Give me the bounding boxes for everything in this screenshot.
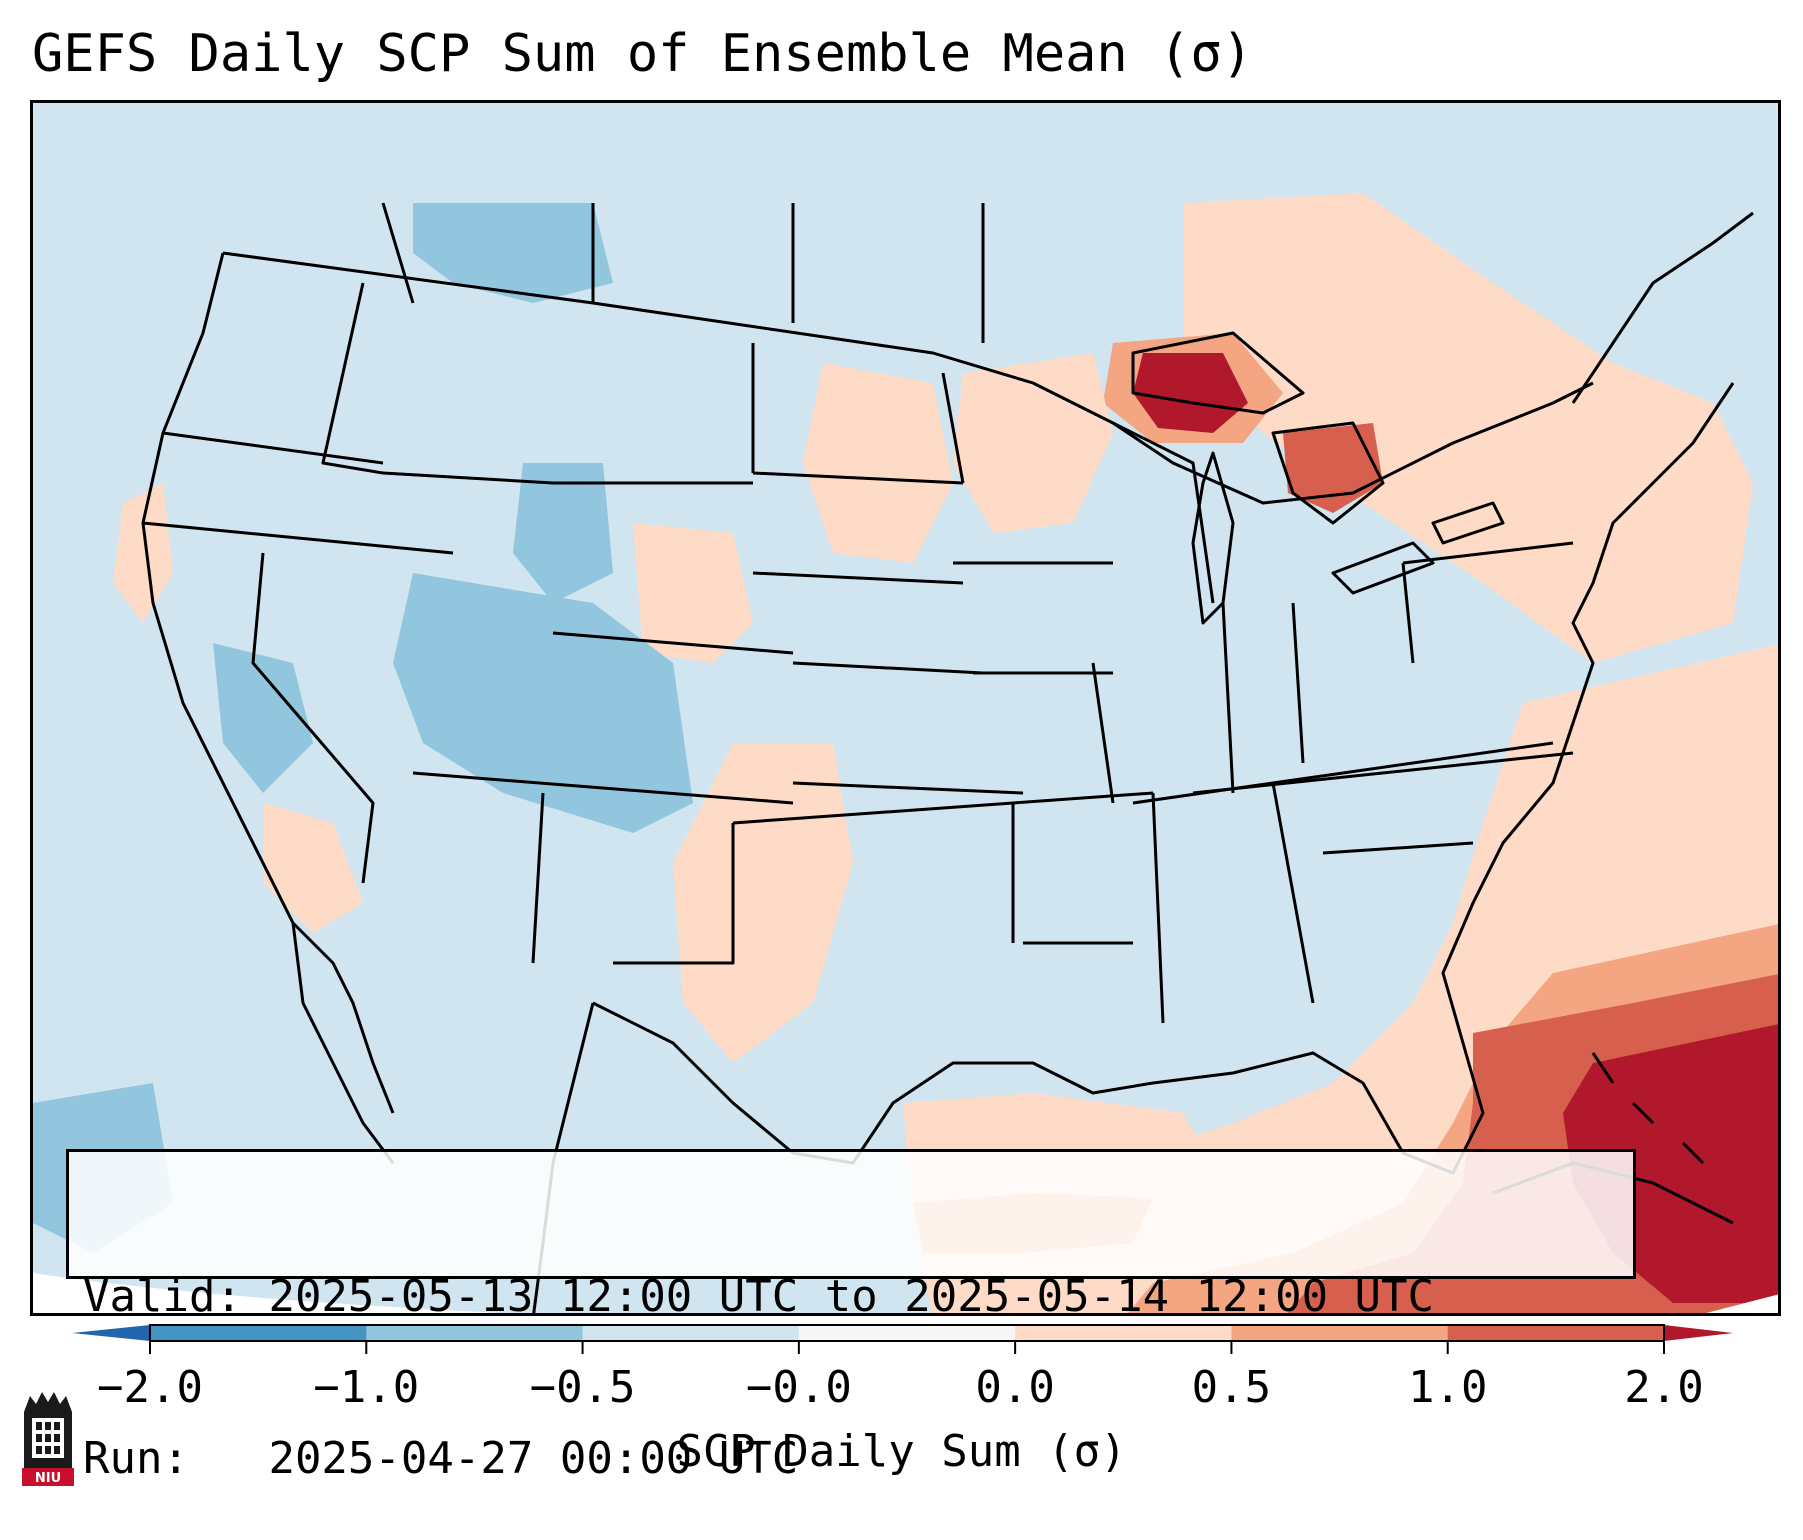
colorbar-tick-label: −0.5 [529, 1362, 636, 1413]
colorbar-tick-label: 0.0 [975, 1362, 1055, 1413]
border-or-ca [142, 521, 454, 555]
colorbar-tick-label: −0.0 [745, 1362, 852, 1413]
border-nd-mn [941, 372, 965, 484]
border-ms-al [1151, 792, 1165, 1024]
anomaly-high-plains [633, 523, 753, 663]
colorbar-segment [1447, 1325, 1665, 1341]
border-bc-ab [381, 202, 415, 304]
colorbar-tick-label: 0.5 [1191, 1362, 1272, 1413]
colorbar-segment [1231, 1325, 1449, 1341]
anomaly-west-coast [113, 483, 173, 623]
lake-michigan [1191, 451, 1235, 625]
border-ne-ks [792, 661, 984, 675]
colorbar-segment [1015, 1325, 1232, 1341]
border-nm-tx [613, 823, 735, 965]
colorbar-under-arrow [72, 1325, 150, 1341]
colorbar-segment [366, 1325, 584, 1341]
border-ok-ar [1012, 791, 1154, 805]
domain-edge-right [1706, 1294, 1778, 1313]
border-wa-or [162, 431, 384, 465]
lake-huron [1271, 421, 1385, 525]
run-line: Run: 2025-04-27 00:00 UTC [83, 1432, 1619, 1486]
colorbar-over-arrow [1664, 1325, 1733, 1341]
border-ks-ok [792, 781, 1024, 795]
border-id-mt [321, 282, 384, 475]
border-ut-az [412, 771, 794, 805]
run-label: Run: [83, 1433, 189, 1484]
island-bahamas [1591, 1052, 1705, 1165]
coast-stlawrence [1571, 211, 1754, 404]
anomaly-bc-cool [413, 203, 613, 303]
colorbar-segment [582, 1325, 800, 1341]
anomaly-wyoming-cool [513, 463, 613, 603]
border-il-in [1221, 602, 1235, 794]
map-panel [30, 100, 1781, 1316]
colorbar-segments [150, 1325, 1665, 1341]
colorbar-segment [150, 1325, 367, 1341]
valid-run-info-box: Valid: 2025-05-13 12:00 UTC to 2025-05-1… [66, 1149, 1636, 1484]
colorbar-tick-label: 1.0 [1407, 1362, 1488, 1413]
border-al-ga [1271, 782, 1315, 1004]
colorbar-segment [798, 1325, 1016, 1341]
valid-value: 2025-05-13 12:00 UTC to 2025-05-14 12:00… [268, 1271, 1435, 1322]
coast-baja [291, 922, 395, 1164]
border-sd-ne [752, 571, 964, 585]
university-logo-icon: NIU [22, 1392, 74, 1486]
lake-erie [1331, 541, 1435, 595]
anomaly-dakotas [803, 363, 953, 563]
anomaly-baja [263, 803, 363, 933]
anomaly-lake-superior-max [1133, 353, 1248, 433]
border-az-nm [531, 792, 545, 964]
colorbar-outline [149, 1324, 1665, 1342]
anomaly-southern-plains [673, 743, 853, 1063]
valid-line: Valid: 2025-05-13 12:00 UTC to 2025-05-1… [83, 1270, 1619, 1324]
map-title: GEFS Daily SCP Sum of Ensemble Mean (σ) [32, 24, 1253, 84]
domain-edge-left [33, 1273, 500, 1313]
colorbar-tick-label: −2.0 [97, 1362, 203, 1413]
border-wi-mi [1112, 421, 1215, 604]
border-mt-wy [382, 471, 753, 485]
border-us-canada [222, 251, 1594, 505]
colorbar [72, 1324, 1733, 1354]
colorbar-tick-marks [149, 1341, 1665, 1354]
border-mo-il [1091, 662, 1115, 804]
border-wy-co [552, 631, 794, 655]
border-nd-sd [752, 471, 964, 485]
run-value: 2025-04-27 00:00 UTC [268, 1433, 799, 1484]
border-oh-pa [1401, 562, 1415, 664]
colorbar-label: SCP Daily Sum (σ) [676, 1426, 1127, 1477]
valid-label: Valid: [83, 1271, 242, 1322]
border-va-nc [1192, 751, 1574, 795]
anomaly-nevada-cool [213, 643, 313, 793]
colorbar-tick-label: −1.0 [313, 1362, 420, 1413]
border-nc-sc [1322, 841, 1474, 855]
map-canvas [33, 103, 1778, 1313]
border-in-oh [1291, 602, 1305, 764]
anomaly-upper-midwest [953, 353, 1113, 533]
logo-text: NIU [35, 1471, 61, 1486]
lake-superior [1131, 331, 1305, 415]
colorbar-tick-label: 2.0 [1624, 1362, 1704, 1413]
lake-ontario [1431, 501, 1505, 545]
anomaly-quebec [1183, 193, 1753, 663]
border-ca-nv [251, 552, 375, 884]
